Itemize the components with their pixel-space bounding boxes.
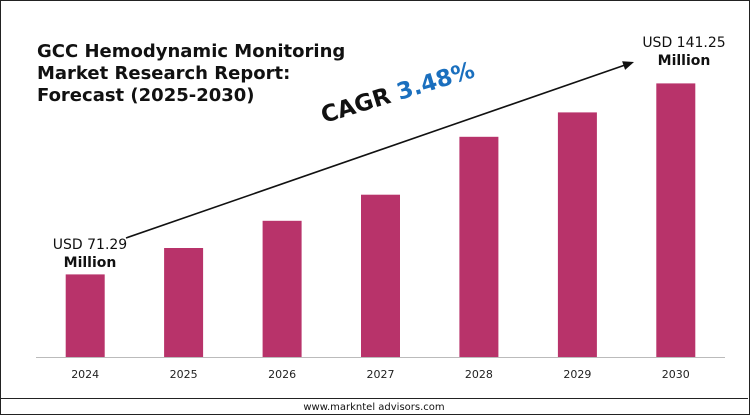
x-tick-label: 2027 — [367, 368, 395, 381]
x-tick-label: 2029 — [563, 368, 591, 381]
x-tick-labels: 2024 2025 2026 2027 2028 2029 2030 — [71, 368, 690, 381]
bar-2025 — [164, 248, 204, 357]
bar-2027 — [361, 194, 400, 357]
footer-bar: www.markntel advisors.com — [0, 398, 748, 414]
start-value-callout: USD 71.29 Million — [40, 236, 140, 272]
cagr-trend-arrow-line — [125, 63, 629, 239]
bar-2029 — [557, 112, 597, 358]
bar-2024 — [65, 274, 105, 357]
start-value-amount: USD 71.29 — [52, 237, 128, 253]
x-tick-label: 2028 — [465, 368, 493, 381]
bar-2028 — [459, 136, 499, 357]
x-tick-label: 2030 — [662, 368, 690, 381]
x-tick-label: 2025 — [170, 368, 198, 381]
cagr-arrow-head-icon — [622, 61, 634, 70]
x-tick-label: 2024 — [71, 368, 99, 381]
end-value-amount: USD 141.25 — [642, 35, 726, 51]
end-value-unit: Million — [657, 53, 711, 69]
footer-website-link[interactable]: www.markntel advisors.com — [303, 402, 445, 413]
start-value-unit: Million — [63, 255, 117, 271]
bar-2030 — [656, 83, 696, 358]
bar-2026 — [262, 220, 302, 357]
end-value-callout: USD 141.25 Million — [618, 34, 750, 70]
x-tick-label: 2026 — [268, 368, 296, 381]
chart-title: GCC Hemodynamic Monitoring Market Resear… — [37, 41, 346, 106]
bars-layer — [65, 83, 696, 358]
